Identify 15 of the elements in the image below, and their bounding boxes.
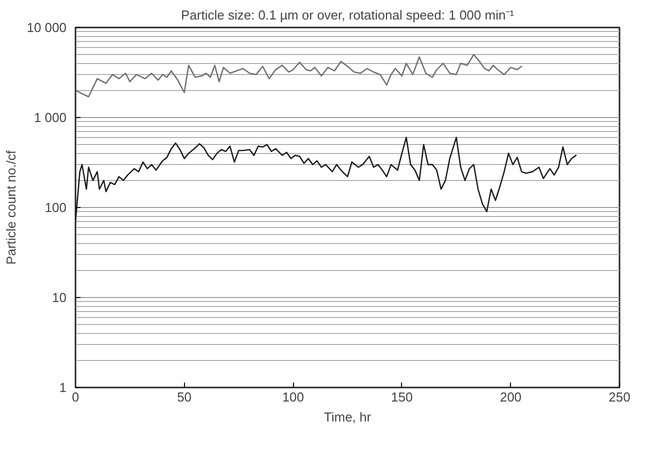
y-tick-label: 10 bbox=[52, 290, 67, 305]
x-tick-label: 250 bbox=[608, 390, 630, 404]
y-tick-label: 1 000 bbox=[34, 110, 67, 125]
x-tick-label: 100 bbox=[282, 390, 304, 404]
y-tick-label: 10 000 bbox=[26, 20, 67, 35]
x-axis-title: Time, hr bbox=[324, 410, 372, 424]
y-tick-label: 1 bbox=[59, 380, 67, 395]
x-tick-label: 150 bbox=[391, 390, 413, 404]
y-tick-label: 100 bbox=[44, 200, 67, 215]
x-tick-label: 0 bbox=[72, 390, 80, 404]
x-tick-label: 50 bbox=[177, 390, 192, 404]
chart-title: Particle size: 0.1 µm or over, rotational speed: 1 000 min⁻¹ bbox=[180, 8, 515, 22]
y-axis-title: Particle count no./cf bbox=[4, 150, 19, 265]
line-series bbox=[76, 54, 522, 98]
x-tick-label: 200 bbox=[500, 390, 522, 404]
